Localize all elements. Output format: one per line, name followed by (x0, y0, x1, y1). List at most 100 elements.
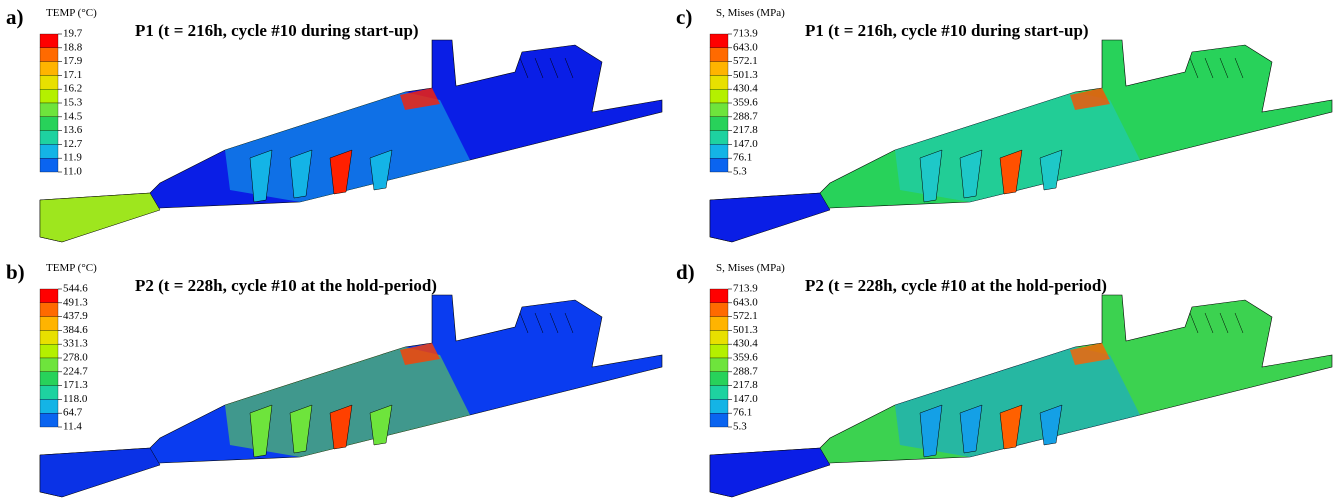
rotor-slot (919, 404, 943, 458)
legend-tick-label: 359.6 (733, 97, 758, 109)
legend-tick-label: 76.1 (733, 152, 752, 164)
panel: b) TEMP (°C) P2 (t = 228h, cycle #10 at th… (6, 260, 663, 498)
panel-title: P1 (t = 216h, cycle #10 during start-up) (805, 21, 1089, 40)
rotor-model (39, 294, 663, 498)
legend-swatch (39, 144, 59, 159)
legend-swatch (709, 89, 729, 104)
legend-tick-label: 278.0 (63, 352, 88, 364)
rotor-fin (519, 57, 529, 79)
rotor-slot (289, 404, 313, 454)
rotor-left (709, 192, 831, 243)
rotor-fin (1219, 57, 1229, 79)
legend-tick-label: 171.3 (63, 379, 88, 391)
legend-tick-label: 76.1 (733, 407, 752, 419)
panel: c) S, Mises (MPa) P1 (t = 216h, cycle #10 … (676, 5, 1333, 243)
legend-tick-label: 713.9 (733, 28, 758, 40)
legend-swatch (39, 116, 59, 131)
panel-title: P2 (t = 228h, cycle #10 at the hold-peri… (135, 276, 437, 295)
rotor-slot (329, 149, 353, 195)
panel-label: b) (6, 260, 25, 284)
rotor-slot (1039, 404, 1063, 446)
legend-swatch (39, 75, 59, 90)
rotor-slot (249, 404, 273, 458)
legend-swatch (39, 399, 59, 414)
legend-swatch (39, 385, 59, 400)
legend-swatch (709, 47, 729, 62)
legend-tick-label: 331.3 (63, 338, 88, 350)
rotor-hotspot (400, 88, 440, 110)
legend-tick-label: 491.3 (63, 296, 88, 308)
rotor-band (225, 92, 470, 202)
rotor-slot (1039, 149, 1063, 191)
legend-tick-label: 643.0 (733, 41, 758, 53)
legend-tick-label: 430.4 (733, 338, 758, 350)
rotor-fin (1204, 57, 1214, 79)
rotor-fin (534, 57, 544, 79)
legend-swatch (39, 371, 59, 386)
rotor-fin (1234, 57, 1244, 79)
legend-swatch (39, 302, 59, 317)
legend-tick-label: 501.3 (733, 324, 758, 336)
legend-swatch (39, 330, 59, 345)
rotor-fin (549, 57, 559, 79)
rotor-band (895, 92, 1140, 202)
legend-tick-label: 147.0 (733, 393, 758, 405)
rotor-slot (999, 404, 1023, 450)
legend-swatch (709, 371, 729, 386)
rotor-slot (999, 149, 1023, 195)
legend-tick-label: 572.1 (733, 55, 758, 67)
legend-swatch (709, 158, 729, 173)
legend-tick-label: 217.8 (733, 379, 758, 391)
legend-swatch (709, 385, 729, 400)
legend-swatch (39, 33, 59, 48)
legend-title: TEMP (°C) (46, 262, 97, 274)
legend-swatch (39, 316, 59, 331)
legend-tick-label: 64.7 (63, 407, 83, 419)
legend-title: S, Mises (MPa) (716, 7, 785, 19)
rotor-slot (919, 149, 943, 203)
rotor-model (709, 39, 1333, 243)
legend-tick-label: 118.0 (63, 393, 88, 405)
legend-tick-label: 572.1 (733, 310, 758, 322)
rotor-band (895, 347, 1140, 457)
legend-title: S, Mises (MPa) (716, 262, 785, 274)
legend-tick-label: 5.3 (733, 421, 747, 433)
rotor-left (39, 192, 161, 243)
legend-tick-label: 359.6 (733, 352, 758, 364)
legend-tick-label: 5.3 (733, 166, 747, 178)
panel: d) S, Mises (MPa) P2 (t = 228h, cycle #10 … (676, 260, 1333, 498)
rotor-model (709, 294, 1333, 498)
legend-swatch (39, 130, 59, 145)
legend-swatch (709, 288, 729, 303)
rotor-fin (549, 312, 559, 334)
legend-tick-label: 643.0 (733, 296, 758, 308)
legend-swatch (39, 47, 59, 62)
legend-swatch (709, 116, 729, 131)
rotor-slot (369, 404, 393, 446)
legend-tick-label: 224.7 (63, 365, 88, 377)
rotor-fin (564, 312, 574, 334)
legend-title: TEMP (°C) (46, 7, 97, 19)
rotor-fin (1204, 312, 1214, 334)
legend-swatch (709, 75, 729, 90)
legend-swatch (709, 330, 729, 345)
legend-tick-label: 288.7 (733, 365, 758, 377)
legend-swatch (39, 89, 59, 104)
rotor-fin (1234, 312, 1244, 334)
rotor-fin (1219, 312, 1229, 334)
legend-tick-label: 11.0 (63, 166, 82, 178)
rotor-slot (329, 404, 353, 450)
legend-tick-label: 430.4 (733, 83, 758, 95)
legend-swatch (709, 102, 729, 117)
legend-tick-label: 14.5 (63, 110, 83, 122)
legend-tick-label: 12.7 (63, 138, 83, 150)
legend-swatch (709, 357, 729, 372)
legend-tick-label: 437.9 (63, 310, 88, 322)
legend-tick-label: 19.7 (63, 28, 83, 40)
rotor-hotspot (1070, 88, 1110, 110)
legend-swatch (39, 61, 59, 76)
rotor-model (39, 39, 663, 243)
legend-tick-label: 17.1 (63, 69, 82, 81)
legend-tick-label: 13.6 (63, 124, 83, 136)
